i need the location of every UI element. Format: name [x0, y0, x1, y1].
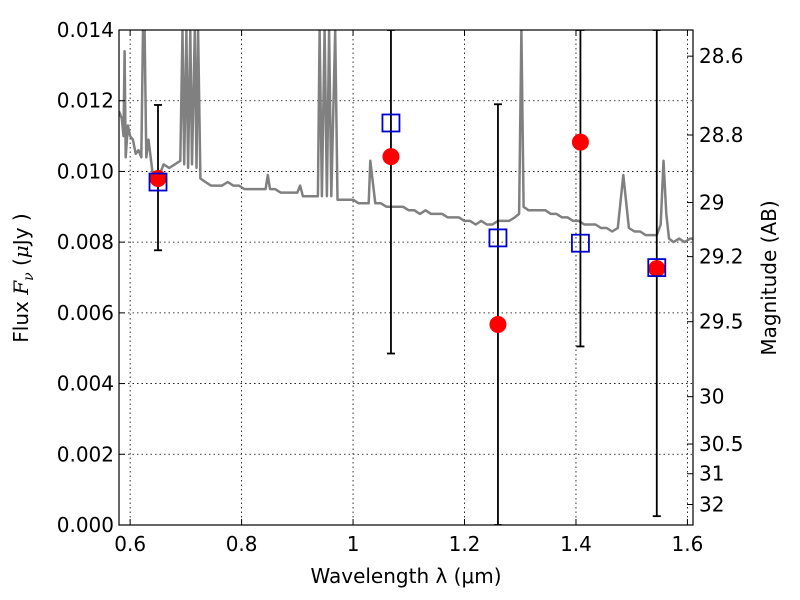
- y-tick-label: 0.000: [57, 513, 114, 537]
- y-axis-label: Flux Fν (μJy ): [9, 213, 37, 342]
- model-photometry-point: [148, 172, 168, 192]
- flux-point: [382, 148, 400, 166]
- model-photometry-point: [571, 233, 590, 253]
- y2-tick-label: 29: [699, 191, 724, 215]
- y-axis-label-open: (: [9, 258, 33, 272]
- y2-tick-label: 29.5: [699, 310, 744, 334]
- y-axis-label-mu: μ: [9, 245, 33, 258]
- y-axis-label-subscript: ν: [21, 272, 37, 281]
- y-axis-label-symbol: F: [9, 280, 33, 296]
- y-tick-label: 0.006: [57, 301, 114, 325]
- y-tick-label: 0.008: [57, 230, 114, 254]
- y2-tick-label: 29.2: [699, 245, 744, 269]
- y2-tick-label: 30: [699, 385, 724, 409]
- x-tick-label: 1: [347, 532, 360, 556]
- x-tick-label: 1.6: [672, 532, 704, 556]
- y2-tick-label: 28.6: [699, 44, 744, 68]
- x-tick-label: 1.2: [449, 532, 481, 556]
- plot-frame: [118, 29, 694, 526]
- model-photometry-point: [647, 258, 667, 278]
- flux-point: [571, 133, 589, 151]
- y2-axis-label: Magnitude (AB): [757, 200, 781, 355]
- model-spectrum-line: [119, 30, 693, 244]
- y2-tick-label: 32: [699, 492, 724, 516]
- y-tick-label: 0.002: [57, 442, 114, 466]
- y2-tick-label: 28.8: [699, 123, 744, 147]
- x-tick-label: 0.8: [226, 532, 258, 556]
- grid-layer: [119, 29, 693, 526]
- plot-area: [119, 30, 693, 525]
- y-tick-label: 0.012: [57, 89, 114, 113]
- tick-label-layer: 0.6 0.8 1 1.2 1.4 1.6 0.000 0.002 0.004 0.006 0.00…: [57, 18, 744, 556]
- y-axis-label-prefix: Flux: [9, 295, 33, 343]
- x-axis-label: Wavelength λ (μm): [310, 564, 501, 588]
- tick-layer: [119, 29, 693, 526]
- y-tick-label: 0.014: [57, 18, 114, 42]
- flux-point: [648, 260, 666, 278]
- model-photometry-point: [488, 228, 508, 248]
- y2-tick-label: 31: [699, 462, 724, 486]
- flux-point: [489, 316, 507, 334]
- y2-tick-label: 30.5: [699, 432, 744, 456]
- y-tick-label: 0.010: [57, 159, 114, 183]
- y-tick-label: 0.004: [57, 372, 114, 396]
- y-axis-label-unit: Jy ): [9, 213, 33, 247]
- model-photometry-point: [381, 113, 401, 133]
- x-tick-label: 1.4: [560, 532, 592, 556]
- x-tick-label: 0.6: [114, 532, 146, 556]
